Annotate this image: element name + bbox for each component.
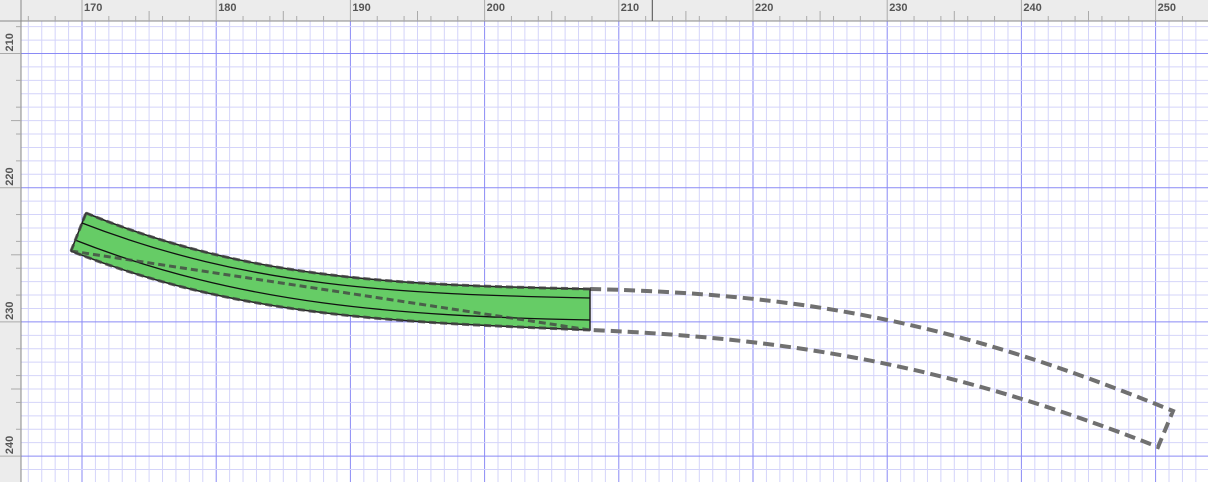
top-ruler-label: 230 (889, 2, 907, 14)
left-ruler-label: 220 (4, 167, 16, 185)
top-ruler-label: 220 (755, 2, 773, 14)
top-ruler-label: 210 (621, 2, 639, 14)
top-ruler (0, 0, 1208, 21)
ghost-track-outline (589, 287, 1176, 450)
top-ruler-label: 200 (487, 2, 505, 14)
left-ruler-label: 210 (4, 33, 16, 51)
top-ruler-label: 170 (84, 2, 102, 14)
left-ruler-label: 240 (4, 436, 16, 454)
track-rail-top (81, 222, 591, 299)
left-ruler-label: 230 (4, 302, 16, 320)
top-ruler-label: 180 (218, 2, 236, 14)
top-ruler-label: 190 (352, 2, 370, 14)
top-ruler-label: 250 (1158, 2, 1176, 14)
top-ruler-label: 240 (1023, 2, 1041, 14)
placed-track-piece[interactable] (69, 211, 591, 332)
selection-outline (69, 211, 591, 332)
